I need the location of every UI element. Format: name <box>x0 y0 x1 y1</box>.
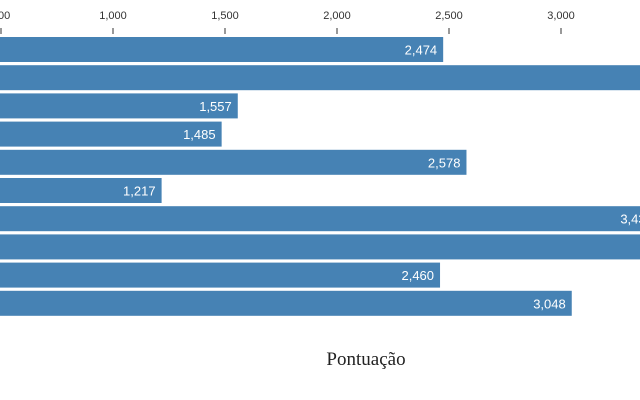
value-label: 2,460 <box>401 268 434 283</box>
x-tick-label: 500 <box>0 10 10 22</box>
bar <box>0 234 640 260</box>
bar <box>0 121 222 147</box>
x-tick-label: 3,000 <box>547 10 575 22</box>
x-tick-label: 1,000 <box>99 10 127 22</box>
bar <box>0 262 441 288</box>
value-label: 2,474 <box>405 43 438 58</box>
bar <box>0 37 444 62</box>
bar <box>0 206 640 232</box>
x-tick-label: 1,500 <box>211 10 239 22</box>
value-label: 3,048 <box>533 296 566 311</box>
bar <box>0 290 572 316</box>
value-label: 1,485 <box>183 127 216 142</box>
value-label: 1,217 <box>123 184 156 199</box>
bar <box>0 93 238 119</box>
value-label: 1,557 <box>199 99 232 114</box>
x-tick-label: 2,500 <box>435 10 463 22</box>
bar <box>0 65 640 91</box>
value-label: 3,437 <box>620 212 640 227</box>
bar <box>0 178 162 203</box>
x-axis-title: Pontuação <box>326 349 405 370</box>
x-tick-label: 2,000 <box>323 10 351 22</box>
bar <box>0 149 467 175</box>
value-label: 2,578 <box>428 155 461 170</box>
